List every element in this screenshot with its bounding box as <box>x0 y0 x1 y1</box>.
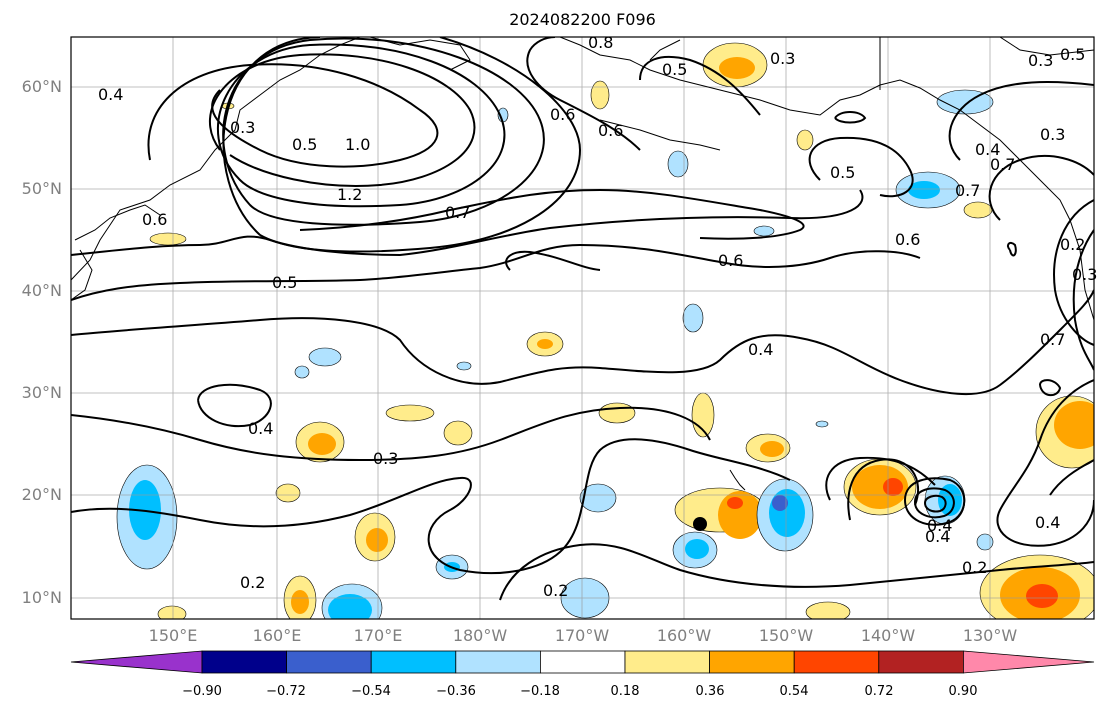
contour-label: 0.3 <box>1072 265 1097 284</box>
contour-label: 1.2 <box>337 185 362 204</box>
contour-label: 0.7 <box>955 181 980 200</box>
colorbar-tick-label: 0.54 <box>779 684 809 699</box>
lon-label: 170°W <box>554 626 610 645</box>
contour-label: 0.7 <box>445 203 470 222</box>
lon-label: 180°W <box>452 626 508 645</box>
contour-label: 0.3 <box>373 449 398 468</box>
colorbar-segment <box>201 650 287 674</box>
contour-label: 0.2 <box>240 573 265 592</box>
lon-label: 150°E <box>148 626 198 645</box>
lat-label: 10°N <box>21 588 62 607</box>
contour-label: 0.4 <box>925 527 950 546</box>
contour-label: 0.3 <box>1040 125 1065 144</box>
contour-label-group: 0.4 0.3 0.5 1.0 1.2 0.6 0.7 0.5 0.8 0.6 … <box>98 33 1097 600</box>
contour-label: 0.5 <box>1060 45 1085 64</box>
contour-label: 1.0 <box>345 135 370 154</box>
lon-label: 170°E <box>353 626 403 645</box>
contour-label: 0.7 <box>1040 330 1065 349</box>
contour-label: 0.4 <box>927 516 952 535</box>
contour-label: 0.4 <box>748 340 773 359</box>
contour-label: 0.2 <box>1060 235 1085 254</box>
colorbar-tick-label: −0.36 <box>436 684 476 699</box>
colorbar-segment <box>878 650 964 674</box>
colorbar-tick-label: 0.72 <box>864 684 894 699</box>
contour-label: 0.6 <box>895 230 920 249</box>
storm-center-marker <box>693 517 707 531</box>
contour-label: 0.2 <box>543 581 568 600</box>
graticule <box>71 37 1094 619</box>
contour-label: 0.3 <box>770 49 795 68</box>
lon-label: 150°W <box>758 626 814 645</box>
colorbar-segment <box>540 650 626 674</box>
contour-label: 0.5 <box>292 135 317 154</box>
coastlines <box>71 37 1094 491</box>
contour-label: 0.4 <box>248 419 273 438</box>
colorbar-segment <box>793 650 880 674</box>
contour-label: 0.2 <box>962 558 987 577</box>
contour-label: 0.3 <box>230 118 255 137</box>
colorbar-tick-label: −0.54 <box>351 684 391 699</box>
contour-label: 0.6 <box>718 251 743 270</box>
contour-label: 0.5 <box>272 273 297 292</box>
contour-label: 0.6 <box>550 105 575 124</box>
colorbar-segment <box>963 650 1095 674</box>
map-background <box>71 37 1094 619</box>
colorbar-tick-label: 0.18 <box>610 684 640 699</box>
colorbar-segment <box>70 650 203 674</box>
colorbar-tick-label: −0.18 <box>520 684 560 699</box>
map-title: 2024082200 F096 <box>509 10 656 29</box>
colorbar-tick-label: 0.90 <box>948 684 978 699</box>
contour-label: 0.5 <box>662 60 687 79</box>
colorbar-tick-label: −0.90 <box>182 684 222 699</box>
colorbar-segment <box>286 650 372 674</box>
lat-label: 60°N <box>21 77 62 96</box>
contour-label: 0.4 <box>1035 513 1060 532</box>
contour-label: 0.3 <box>1028 51 1053 70</box>
lat-label: 30°N <box>21 383 62 402</box>
colorbar-tick-label: −0.72 <box>266 684 306 699</box>
contour-label: 0.4 <box>98 85 123 104</box>
colorbar <box>70 650 1095 674</box>
contour-lines <box>71 37 1094 601</box>
contour-label: 0.7 <box>990 155 1015 174</box>
colorbar-tick-label: 0.36 <box>695 684 725 699</box>
colorbar-segment <box>370 650 457 674</box>
lon-label: 160°E <box>252 626 302 645</box>
colorbar-segment <box>709 650 795 674</box>
lon-label: 160°W <box>656 626 712 645</box>
contour-label: 0.4 <box>975 140 1000 159</box>
contour-label: 0.6 <box>598 121 623 140</box>
colorbar-segment <box>624 650 710 674</box>
contour-label: 0.5 <box>830 163 855 182</box>
lat-label: 50°N <box>21 179 62 198</box>
contour-label: 0.6 <box>142 210 167 229</box>
colorbar-segment <box>455 650 541 674</box>
lat-label: 20°N <box>21 485 62 504</box>
lon-label: 130°W <box>962 626 1018 645</box>
map-frame <box>70 36 1095 620</box>
lon-label: 140°W <box>860 626 916 645</box>
contour-label: 0.8 <box>588 33 613 52</box>
lat-label: 40°N <box>21 281 62 300</box>
